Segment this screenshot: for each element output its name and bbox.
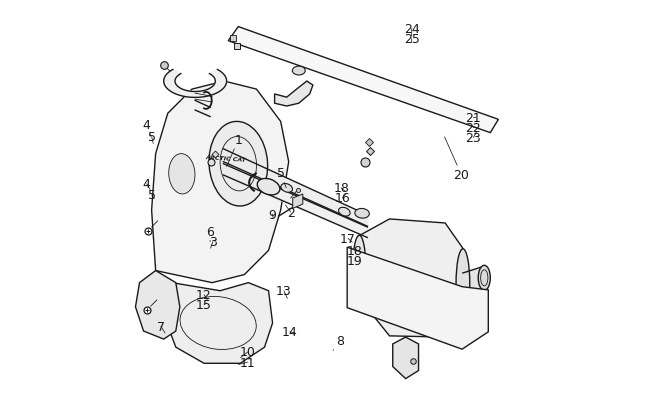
Text: 5: 5 <box>148 131 155 144</box>
Text: 2: 2 <box>285 206 294 219</box>
Ellipse shape <box>355 209 369 219</box>
Text: 25: 25 <box>404 33 420 46</box>
Text: 15: 15 <box>196 298 212 311</box>
Text: 7: 7 <box>157 320 165 333</box>
Ellipse shape <box>339 208 350 217</box>
Polygon shape <box>164 70 227 98</box>
Text: 18: 18 <box>333 182 349 195</box>
Text: 6: 6 <box>206 225 214 242</box>
Text: 1: 1 <box>227 134 242 167</box>
Text: 5: 5 <box>148 189 155 202</box>
Text: 3: 3 <box>209 235 217 249</box>
Text: 22: 22 <box>465 122 481 134</box>
Ellipse shape <box>292 67 306 76</box>
Ellipse shape <box>456 249 470 318</box>
Polygon shape <box>347 247 488 350</box>
Polygon shape <box>393 337 419 379</box>
Ellipse shape <box>257 179 280 196</box>
Text: 24: 24 <box>404 23 419 37</box>
Text: 9: 9 <box>268 208 276 221</box>
Text: 13: 13 <box>276 284 292 298</box>
Text: 4: 4 <box>143 119 151 137</box>
Text: 11: 11 <box>239 356 255 369</box>
Polygon shape <box>274 82 313 107</box>
Text: 8: 8 <box>333 334 344 350</box>
Ellipse shape <box>209 122 268 207</box>
Ellipse shape <box>281 184 292 193</box>
Text: 19: 19 <box>347 254 363 267</box>
Text: 18: 18 <box>347 244 363 257</box>
Polygon shape <box>292 194 303 209</box>
Text: ARCTIC CAT: ARCTIC CAT <box>205 154 247 162</box>
Text: 21: 21 <box>465 111 481 124</box>
Ellipse shape <box>478 266 490 291</box>
Text: 12: 12 <box>196 288 212 301</box>
Polygon shape <box>228 28 499 133</box>
Text: 17: 17 <box>340 232 356 245</box>
Polygon shape <box>164 283 272 363</box>
Text: 4: 4 <box>143 178 151 191</box>
Text: 5: 5 <box>277 167 286 188</box>
Text: 20: 20 <box>445 137 469 181</box>
Polygon shape <box>151 82 289 283</box>
Text: 23: 23 <box>465 132 481 145</box>
Polygon shape <box>135 271 180 339</box>
Text: 14: 14 <box>282 326 298 339</box>
Polygon shape <box>358 220 463 337</box>
Text: 10: 10 <box>240 345 255 358</box>
Ellipse shape <box>353 236 366 298</box>
Ellipse shape <box>169 154 195 194</box>
Text: 16: 16 <box>335 192 350 205</box>
